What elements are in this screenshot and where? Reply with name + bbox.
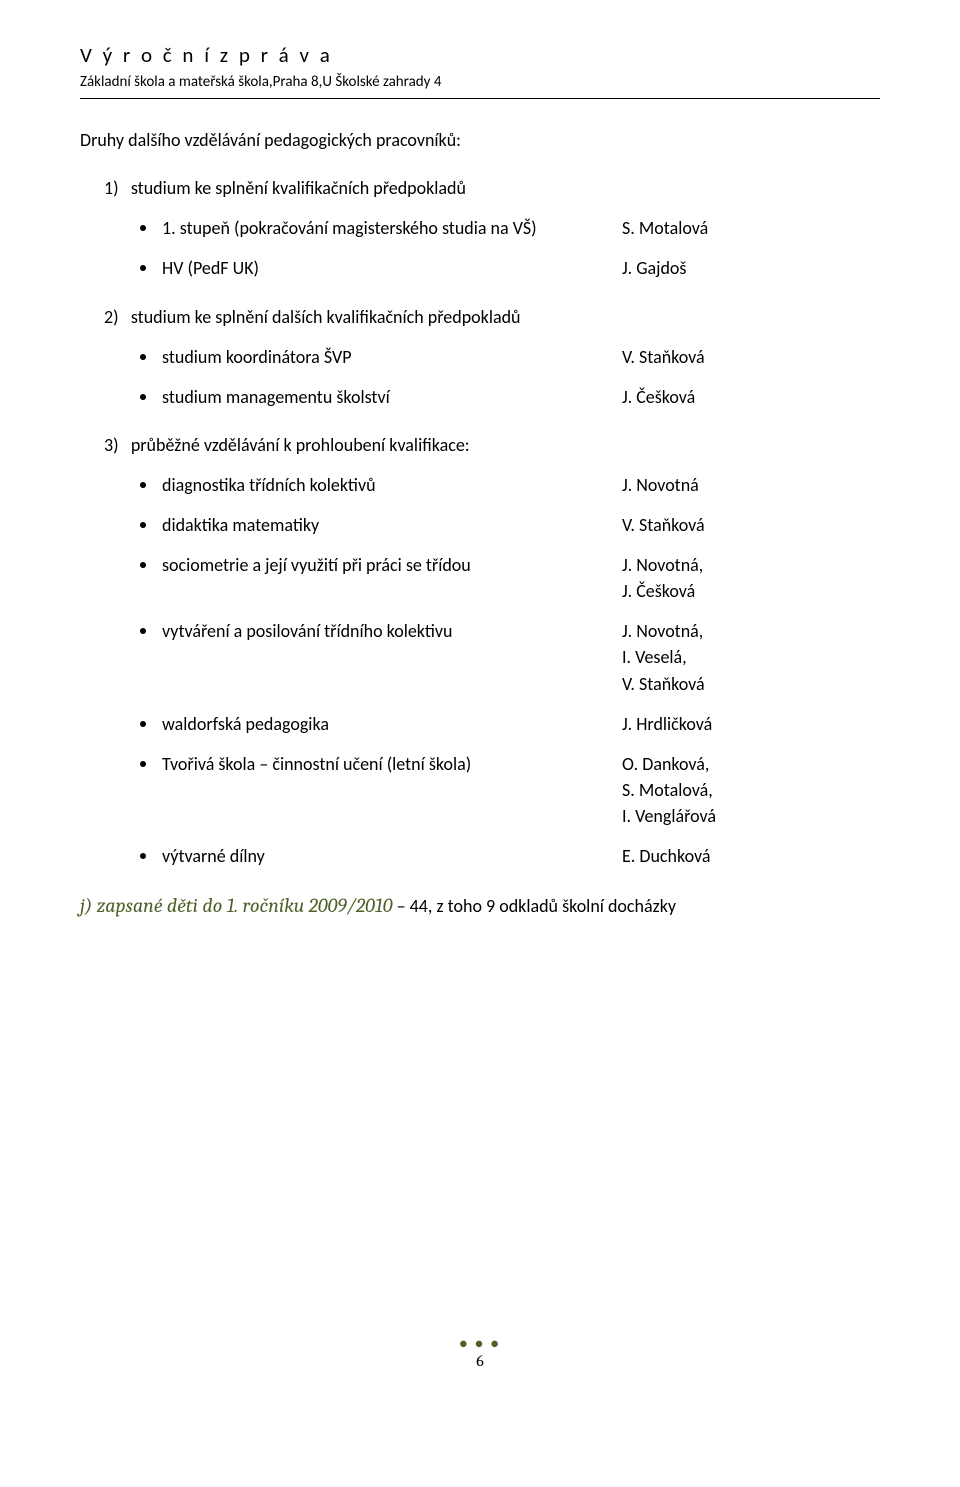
bullet-icon <box>140 761 146 767</box>
section-1-heading: 1) studium ke splnění kvalifikačních pře… <box>104 175 880 201</box>
list-item: studium koordinátora ŠVPV. Staňková <box>140 344 880 370</box>
list-item-label: studium koordinátora ŠVP <box>162 344 622 370</box>
section-3-bullets: diagnostika třídních kolektivůJ. Novotná… <box>140 472 880 869</box>
bullet-icon <box>140 853 146 859</box>
section-2-num: 2) <box>104 306 119 328</box>
list-item-value: V. Staňková <box>622 512 880 538</box>
bullet-icon <box>140 721 146 727</box>
header-subtitle: Základní škola a mateřská škola,Praha 8,… <box>80 72 880 99</box>
bullet-icon <box>140 354 146 360</box>
page-footer: ● ● ● 6 <box>80 1340 880 1374</box>
section-j-rest: – 44, z toho 9 odkladů školní docházky <box>393 895 677 917</box>
list-item: waldorfská pedagogikaJ. Hrdličková <box>140 711 880 737</box>
list-item-label: HV (PedF UK) <box>162 255 622 281</box>
section-1-label: studium ke splnění kvalifikačních předpo… <box>131 177 466 199</box>
list-item-label: waldorfská pedagogika <box>162 711 622 737</box>
section-3-heading: 3) průběžné vzdělávání k prohloubení kva… <box>104 432 880 458</box>
list-item-value: V. Staňková <box>622 344 880 370</box>
list-item: výtvarné dílnyE. Duchková <box>140 843 880 869</box>
list-item-label: výtvarné dílny <box>162 843 622 869</box>
list-item-value: S. Motalová <box>622 215 880 241</box>
footer-dots-icon: ● ● ● <box>80 1340 880 1348</box>
bullet-icon <box>140 482 146 488</box>
section-1-num: 1) <box>104 177 119 199</box>
list-item-label: diagnostika třídních kolektivů <box>162 472 622 498</box>
list-item-value: O. Danková, S. Motalová, I. Venglářová <box>622 751 880 829</box>
list-item: studium managementu školstvíJ. Češková <box>140 384 880 410</box>
list-item-label: Tvořivá škola – činnostní učení (letní š… <box>162 751 622 777</box>
list-item: diagnostika třídních kolektivůJ. Novotná <box>140 472 880 498</box>
bullet-icon <box>140 394 146 400</box>
header-title: V ý r o č n í z p r á v a <box>80 40 880 70</box>
section-2-bullets: studium koordinátora ŠVPV. Staňkovástudi… <box>140 344 880 410</box>
list-item: vytváření a posilování třídního kolektiv… <box>140 618 880 696</box>
section-j: j) zapsané děti do 1. ročníku 2009/2010 … <box>80 891 880 920</box>
list-item-label: vytváření a posilování třídního kolektiv… <box>162 618 622 644</box>
section-1-bullets: 1. stupeň (pokračování magisterského stu… <box>140 215 880 281</box>
list-item-value: E. Duchková <box>622 843 880 869</box>
bullet-icon <box>140 225 146 231</box>
bullet-icon <box>140 522 146 528</box>
list-item-value: J. Novotná, I. Veselá, V. Staňková <box>622 618 880 696</box>
bullet-icon <box>140 265 146 271</box>
section-j-prefix: j) zapsané děti do 1. ročníku 2009/2010 <box>80 894 393 917</box>
list-item-value: J. Hrdličková <box>622 711 880 737</box>
section-2-heading: 2) studium ke splnění dalších kvalifikač… <box>104 304 880 330</box>
list-item: sociometrie a její využití při práci se … <box>140 552 880 604</box>
list-item-label: didaktika matematiky <box>162 512 622 538</box>
list-item: didaktika matematikyV. Staňková <box>140 512 880 538</box>
list-item: HV (PedF UK)J. Gajdoš <box>140 255 880 281</box>
section-2-label: studium ke splnění dalších kvalifikačníc… <box>131 306 521 328</box>
bullet-icon <box>140 628 146 634</box>
list-item-value: J. Novotná, J. Češková <box>622 552 880 604</box>
list-item-value: J. Češková <box>622 384 880 410</box>
list-item-value: J. Novotná <box>622 472 880 498</box>
list-item-label: studium managementu školství <box>162 384 622 410</box>
list-item: 1. stupeň (pokračování magisterského stu… <box>140 215 880 241</box>
section-3-label: průběžné vzdělávání k prohloubení kvalif… <box>131 434 470 456</box>
intro-text: Druhy dalšího vzdělávání pedagogických p… <box>80 127 880 153</box>
page-number: 6 <box>80 1350 880 1373</box>
list-item: Tvořivá škola – činnostní učení (letní š… <box>140 751 880 829</box>
section-3-num: 3) <box>104 434 119 456</box>
list-item-label: 1. stupeň (pokračování magisterského stu… <box>162 215 622 241</box>
list-item-label: sociometrie a její využití při práci se … <box>162 552 622 578</box>
bullet-icon <box>140 562 146 568</box>
list-item-value: J. Gajdoš <box>622 255 880 281</box>
